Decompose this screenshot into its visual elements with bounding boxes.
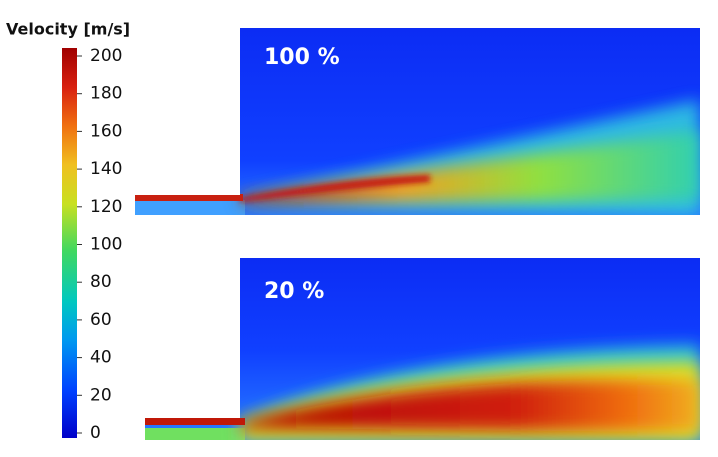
contour-panel (145, 258, 700, 440)
colorbar-tick-label: 60 (90, 310, 112, 330)
colorbar (62, 48, 77, 438)
colorbar-tick-label: 200 (90, 46, 122, 66)
colorbar-tick-label: 160 (90, 121, 122, 141)
panel-label: 100 % (264, 45, 340, 70)
colorbar-tick-label: 120 (90, 197, 122, 217)
contour-panel (135, 28, 700, 215)
colorbar-tick-label: 80 (90, 272, 112, 292)
colorbar-tick-label: 0 (90, 423, 101, 443)
colorbar-title: Velocity [m/s] (6, 20, 130, 39)
colorbar-tick-label: 100 (90, 235, 122, 255)
colorbar-tick-label: 140 (90, 159, 122, 179)
panel-label: 20 % (264, 279, 324, 304)
colorbar-tick-label: 180 (90, 84, 122, 104)
colorbar-tick-label: 40 (90, 348, 112, 368)
colorbar-tick-label: 20 (90, 385, 112, 405)
